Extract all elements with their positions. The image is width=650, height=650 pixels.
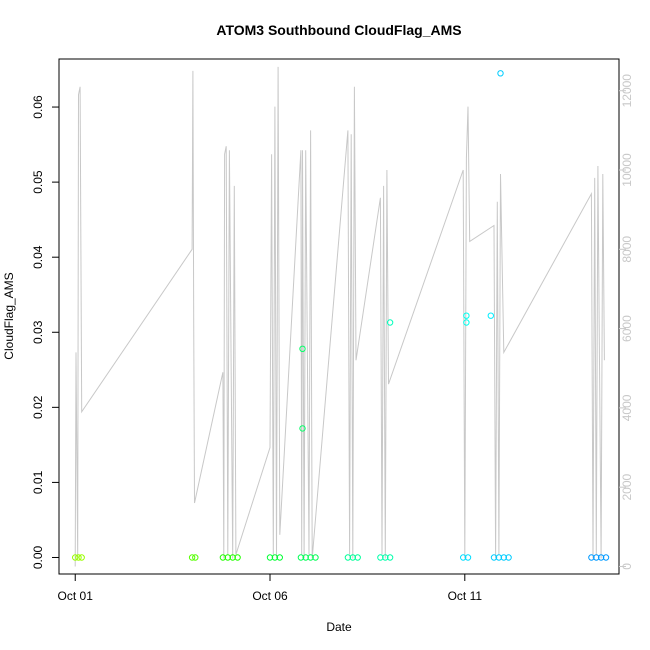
y-tick-label: 0.05 (31, 170, 45, 194)
scatter-points (72, 70, 610, 561)
secondary-series-line (74, 66, 605, 567)
y2-axis: 0 2000 4000 6000 8000 10000 12000 (619, 74, 634, 570)
y-tick-label: 0.02 (31, 395, 45, 419)
y2-tick-label: 6000 (620, 315, 634, 342)
chart-title: ATOM3 Southbound CloudFlag_AMS (216, 22, 461, 38)
y-tick-label: 0.06 (31, 95, 45, 119)
data-point (386, 319, 394, 326)
data-point (234, 554, 241, 561)
x-axis: Oct 01 Oct 06 Oct 11 (58, 573, 483, 603)
x-tick-label: Oct 06 (252, 589, 288, 603)
y2-tick-label: 2000 (620, 474, 634, 501)
data-point (382, 554, 389, 561)
data-point (354, 554, 361, 561)
x-axis-label: Date (326, 620, 352, 634)
data-point (602, 554, 610, 561)
data-point (312, 554, 319, 561)
data-point (78, 554, 85, 561)
data-point (75, 554, 82, 561)
y2-tick-label: 4000 (620, 394, 634, 421)
y-tick-label: 0.01 (31, 470, 45, 494)
data-point (593, 554, 600, 561)
data-point (299, 425, 306, 432)
data-point (464, 554, 472, 561)
y-tick-label: 0.03 (31, 320, 45, 344)
y-axis: 0.00 0.01 0.02 0.03 0.04 0.05 0.06 (31, 95, 59, 569)
data-point (588, 554, 595, 561)
data-point (386, 554, 394, 561)
y-tick-label: 0.00 (31, 545, 45, 569)
data-point (505, 554, 512, 561)
y-axis-label: CloudFlag_AMS (2, 272, 16, 359)
x-tick-label: Oct 11 (448, 589, 483, 603)
data-point (487, 312, 494, 319)
data-point (276, 554, 283, 561)
y2-tick-label: 12000 (620, 74, 634, 108)
data-point (299, 345, 306, 352)
data-point (463, 312, 470, 319)
data-point (192, 554, 199, 561)
data-point (463, 319, 470, 326)
data-point (297, 554, 305, 561)
data-point (497, 70, 504, 77)
y-tick-label: 0.04 (31, 245, 45, 269)
y2-tick-label: 0 (620, 563, 634, 570)
secondary-series (74, 66, 605, 567)
data-point (500, 554, 507, 561)
x-tick-label: Oct 01 (58, 589, 94, 603)
data-point (460, 554, 467, 561)
data-point (72, 554, 79, 561)
y2-tick-label: 8000 (620, 236, 634, 263)
y2-tick-label: 10000 (620, 153, 634, 187)
data-point (188, 554, 196, 561)
data-point (224, 554, 232, 561)
